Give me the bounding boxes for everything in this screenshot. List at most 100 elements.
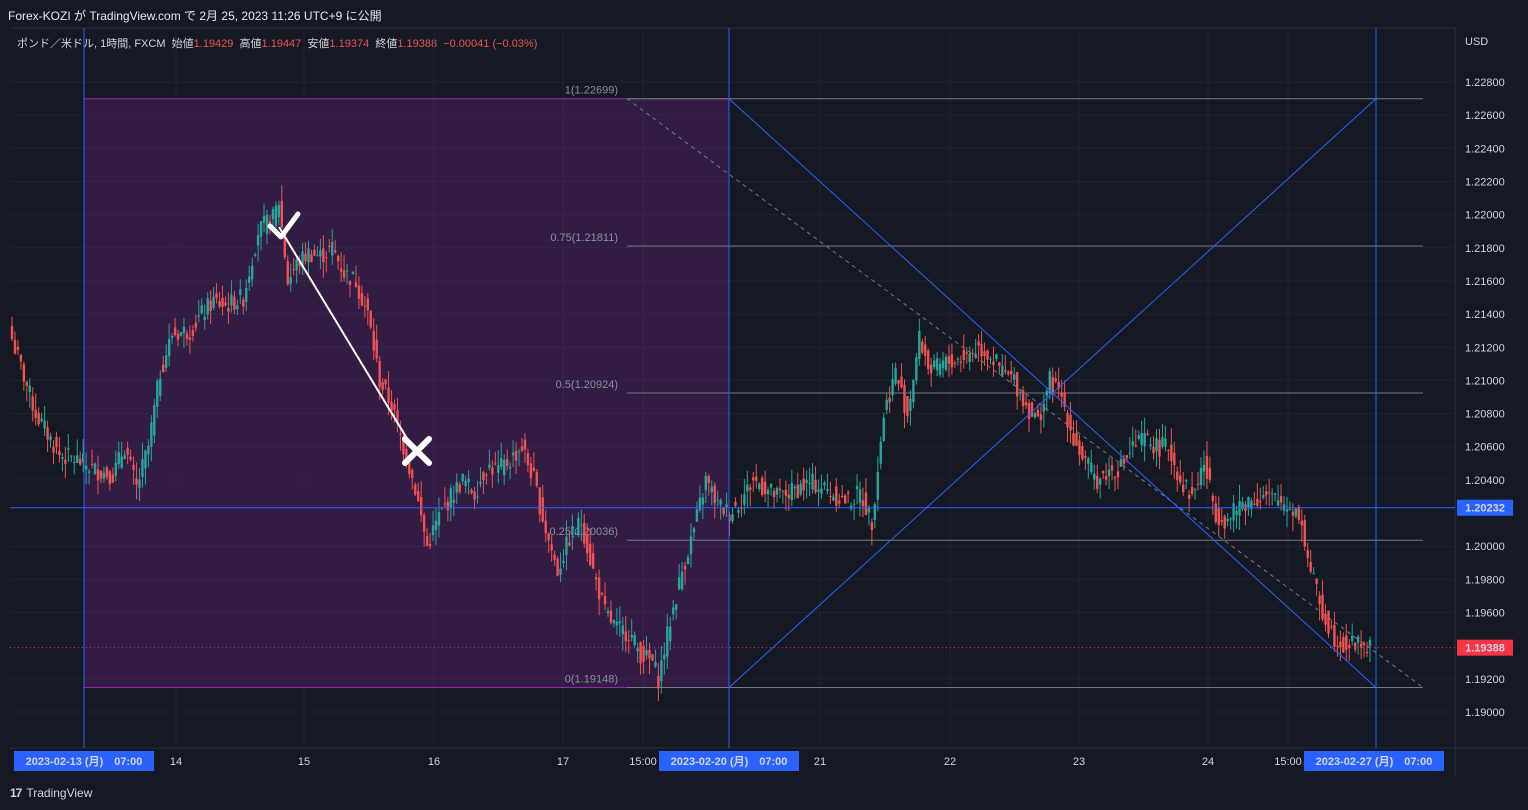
candle-body bbox=[256, 235, 260, 246]
tradingview-brand[interactable]: 17 TradingView bbox=[10, 786, 92, 800]
candle-body bbox=[93, 463, 97, 474]
candle-body bbox=[704, 475, 708, 491]
candle-body bbox=[345, 270, 349, 272]
candle-body bbox=[1356, 636, 1360, 643]
candle-body bbox=[707, 476, 710, 483]
candle-body bbox=[286, 260, 289, 285]
candle-body bbox=[1054, 378, 1057, 382]
candle-body bbox=[1217, 508, 1220, 525]
candle-body bbox=[411, 470, 414, 479]
candle-body bbox=[102, 472, 106, 479]
candle-body bbox=[476, 496, 479, 498]
candle-body bbox=[873, 504, 877, 521]
candle-body bbox=[1226, 518, 1229, 522]
candle-body bbox=[1063, 392, 1066, 407]
candle-body bbox=[989, 358, 992, 360]
candle-body bbox=[1214, 503, 1218, 523]
candle-body bbox=[357, 285, 361, 299]
candle-body bbox=[935, 358, 939, 371]
candle-body bbox=[405, 449, 408, 465]
fib-level-label: 0.75(1.21811) bbox=[550, 232, 618, 244]
y-tick-label: 1.21600 bbox=[1465, 276, 1505, 288]
candle-body bbox=[725, 504, 728, 508]
candle-body bbox=[903, 384, 906, 413]
candle-body bbox=[772, 491, 776, 498]
candle-body bbox=[1327, 610, 1330, 634]
candle-body bbox=[428, 543, 432, 547]
candle-body bbox=[1149, 444, 1152, 447]
candle-body bbox=[1342, 637, 1345, 653]
candle-body bbox=[811, 473, 814, 490]
candle-body bbox=[1125, 455, 1129, 459]
candle-body bbox=[1196, 483, 1200, 485]
candle-body bbox=[138, 479, 141, 489]
candle-body bbox=[206, 298, 209, 315]
candle-body bbox=[271, 209, 275, 220]
candle-body bbox=[342, 270, 346, 278]
candle-body bbox=[968, 353, 971, 362]
candle-body bbox=[233, 296, 236, 310]
candle-body bbox=[73, 462, 76, 464]
brand-label: TradingView bbox=[26, 786, 93, 800]
candle-body bbox=[203, 316, 206, 321]
candle-body bbox=[588, 543, 592, 565]
candle-body bbox=[482, 472, 485, 481]
high-label: 高値 bbox=[239, 38, 262, 50]
candle-body bbox=[829, 496, 832, 498]
candle-body bbox=[938, 363, 942, 375]
candle-body bbox=[535, 472, 539, 486]
candle-body bbox=[366, 298, 370, 311]
candle-body bbox=[1060, 392, 1063, 397]
y-tick-label: 1.20400 bbox=[1465, 475, 1505, 487]
candle-body bbox=[402, 436, 405, 455]
candle-body bbox=[983, 351, 986, 356]
candle-body bbox=[1205, 455, 1209, 479]
candle-body bbox=[843, 495, 847, 504]
diagonal-line-up bbox=[728, 98, 1377, 688]
candle-body bbox=[885, 399, 888, 411]
fib-level-label: 1(1.22699) bbox=[565, 85, 618, 97]
candle-body bbox=[1119, 459, 1123, 467]
candle-body bbox=[117, 452, 120, 465]
candle-body bbox=[384, 379, 387, 385]
level-price-badge bbox=[1457, 499, 1513, 516]
candle-body bbox=[858, 489, 862, 504]
close-label: 終値 bbox=[375, 38, 398, 50]
x-tick-label: 15:00 bbox=[1274, 756, 1302, 768]
candle-body bbox=[1184, 480, 1188, 482]
fibonacci-retracement: 1(1.22699)0.75(1.21811)0.5(1.20924)0.25(… bbox=[550, 85, 1424, 688]
candle-body bbox=[105, 467, 109, 478]
candle-body bbox=[375, 339, 378, 359]
grid-lines bbox=[10, 27, 1528, 775]
candle-body bbox=[553, 554, 556, 560]
candle-body bbox=[686, 557, 690, 565]
candle-body bbox=[443, 503, 447, 505]
candle-body bbox=[998, 362, 1001, 366]
candle-body bbox=[1353, 642, 1357, 650]
check-mark-icon bbox=[267, 211, 301, 240]
y-tick-label: 1.21800 bbox=[1465, 243, 1505, 255]
candle-body bbox=[1128, 452, 1132, 454]
candle-body bbox=[692, 528, 696, 533]
candle-body bbox=[167, 338, 171, 357]
candle-body bbox=[488, 464, 491, 468]
candle-body bbox=[1256, 498, 1259, 506]
candle-body bbox=[331, 242, 334, 256]
level-price-badge-label: 1.20232 bbox=[1465, 503, 1505, 515]
x-tick-label: 15 bbox=[298, 756, 310, 768]
candle-body bbox=[280, 200, 284, 228]
tradingview-logo-icon: 17 bbox=[10, 786, 22, 800]
candle-body bbox=[194, 322, 198, 328]
candle-body bbox=[34, 409, 37, 418]
candle-body bbox=[769, 483, 773, 488]
price-axis: 1.19000 1.19200 1.19600 1.19800 1.20000 1.204… bbox=[1465, 36, 1505, 719]
candle-body bbox=[586, 534, 589, 554]
candle-body bbox=[464, 480, 467, 487]
candle-body bbox=[387, 387, 390, 403]
candle-body bbox=[1051, 377, 1054, 394]
candle-body bbox=[1036, 409, 1040, 417]
candle-body bbox=[1202, 464, 1206, 472]
candle-body bbox=[787, 494, 791, 499]
candle-body bbox=[170, 336, 174, 339]
